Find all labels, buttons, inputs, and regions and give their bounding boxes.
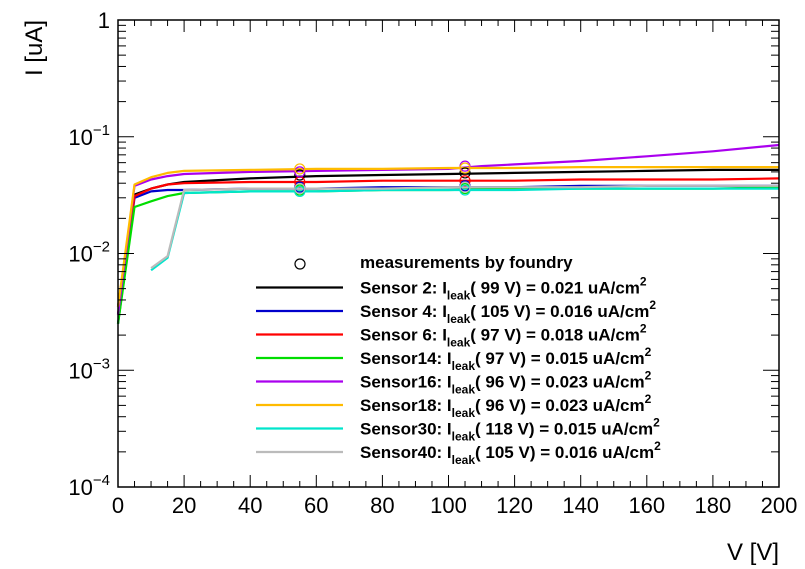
measurement-marker: [459, 162, 471, 174]
series-line-sensor-6: [116, 177, 780, 315]
legend: measurements by foundry Sensor 2: Ileak( …: [256, 253, 661, 467]
x-tick-label: 80: [370, 493, 394, 518]
x-tick-label: 120: [496, 493, 533, 518]
measurement-marker: [294, 166, 306, 178]
x-axis-title: V [V]: [727, 539, 779, 566]
legend-entry: Sensor18: Ileak( 96 V) = 0.023 uA/cm2: [360, 392, 652, 420]
series-curves: [116, 143, 780, 324]
x-tick-label: 180: [695, 493, 732, 518]
measurement-marker: [459, 181, 471, 193]
x-tick-label: 200: [761, 493, 798, 518]
measurement-marker: [294, 169, 306, 181]
y-tick-label: 10−2: [68, 239, 110, 267]
legend-measurement-marker: [294, 258, 306, 270]
legend-entry: Sensor 2: Ileak( 99 V) = 0.021 uA/cm2: [360, 275, 647, 303]
legend-entry: Sensor 6: Ileak( 97 V) = 0.018 uA/cm2: [360, 322, 647, 350]
legend-entry: Sensor 4: Ileak( 105 V) = 0.016 uA/cm2: [360, 298, 656, 326]
measurement-marker: [294, 182, 306, 195]
x-tick-label: 0: [112, 493, 124, 518]
x-tick-label: 100: [430, 493, 467, 518]
measurement-marker: [459, 175, 471, 187]
x-axis-ticks: 0 20 40 60 80 100 120 140 160 180 200: [112, 20, 797, 518]
y-axis-title: I [uA]: [21, 20, 48, 76]
y-tick-label: 10−4: [68, 472, 110, 500]
y-tick-label: 10−3: [68, 355, 110, 383]
measurement-marker: [294, 163, 306, 175]
legend-entry: Sensor14: Ileak( 97 V) = 0.015 uA/cm2: [360, 345, 652, 373]
measurement-marker: [459, 167, 471, 179]
legend-entry: Sensor40: Ileak( 105 V) = 0.016 uA/cm2: [360, 439, 661, 467]
measurement-marker: [294, 185, 306, 198]
legend-entry: Sensor30: Ileak( 118 V) = 0.015 uA/cm2: [360, 416, 660, 444]
x-tick-label: 60: [304, 493, 328, 518]
x-tick-label: 40: [238, 493, 262, 518]
series-line-sensor18: [116, 166, 779, 307]
y-tick-label: 1: [98, 8, 110, 33]
series-line-sensor40: [150, 184, 779, 269]
x-tick-label: 20: [172, 493, 196, 518]
legend-measurement-label: measurements by foundry: [360, 253, 573, 272]
y-tick-label: 10−1: [68, 122, 110, 150]
x-tick-label: 140: [562, 493, 599, 518]
measurement-marker: [459, 184, 471, 196]
measurement-markers: [294, 160, 471, 198]
y-axis-ticks: 1 10−1 10−2 10−3 10−4: [68, 8, 779, 500]
legend-entry: Sensor16: Ileak( 96 V) = 0.023 uA/cm2: [360, 369, 652, 397]
x-tick-label: 160: [628, 493, 665, 518]
